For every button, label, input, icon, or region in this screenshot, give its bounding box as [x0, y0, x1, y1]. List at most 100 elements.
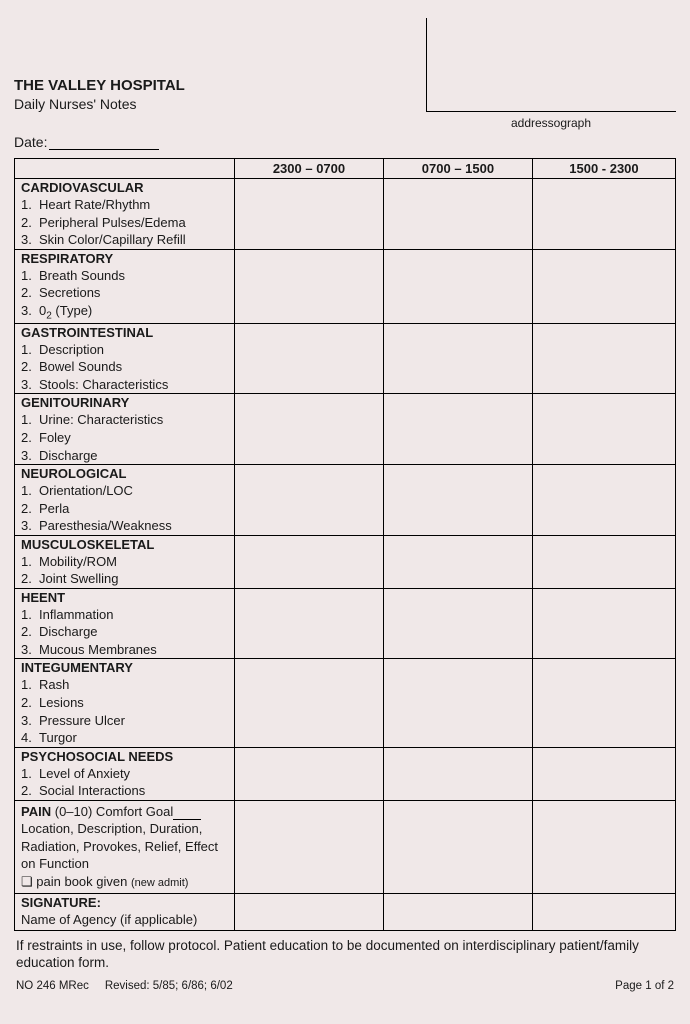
entry-cell[interactable] [383, 535, 532, 588]
shift-col-2: 1500 - 2300 [532, 159, 675, 179]
entry-cell[interactable] [532, 323, 675, 394]
signature-block: SIGNATURE: Name of Agency (if applicable… [15, 894, 234, 930]
entry-cell[interactable] [383, 659, 532, 747]
sig-cell-0[interactable] [235, 893, 384, 930]
pain-body: Location, Description, Duration, Radiati… [21, 820, 228, 873]
section-item: 3.Mucous Membranes [15, 641, 234, 659]
section-item: 3.Discharge [15, 447, 234, 465]
form-code: NO 246 MRec [16, 980, 89, 992]
date-label: Date: [14, 134, 47, 150]
entry-cell[interactable] [532, 588, 675, 659]
revised-text: Revised: 5/85; 6/86; 6/02 [105, 980, 233, 992]
section-item: 2.Secretions [15, 284, 234, 302]
checkbox-icon[interactable]: ❏ [21, 873, 33, 891]
pain-row: PAIN (0–10) Comfort Goal Location, Descr… [15, 800, 676, 893]
entry-cell[interactable] [235, 394, 384, 465]
entry-cell[interactable] [532, 659, 675, 747]
pain-cell-2[interactable] [532, 800, 675, 893]
entry-cell[interactable] [532, 535, 675, 588]
section-item: 1.Rash [15, 676, 234, 694]
section-item: 2.Discharge [15, 623, 234, 641]
section-row: MUSCULOSKELETAL1.Mobility/ROM2.Joint Swe… [15, 535, 676, 588]
section-item: 1.Level of Anxiety [15, 765, 234, 783]
pain-checkbox-label: pain book given [36, 874, 127, 889]
entry-cell[interactable] [235, 659, 384, 747]
sig-cell-2[interactable] [532, 893, 675, 930]
section-label-cell: NEUROLOGICAL1.Orientation/LOC2.Perla3.Pa… [15, 465, 235, 536]
agency-line: Name of Agency (if applicable) [21, 912, 228, 929]
section-label-cell: PSYCHOSOCIAL NEEDS1.Level of Anxiety2.So… [15, 747, 235, 800]
entry-cell[interactable] [235, 249, 384, 323]
section-item: 2.Lesions [15, 694, 234, 712]
entry-cell[interactable] [235, 179, 384, 250]
section-title: INTEGUMENTARY [15, 659, 234, 676]
section-item: 1.Description [15, 341, 234, 359]
addressograph-box [426, 18, 676, 112]
section-label-cell: MUSCULOSKELETAL1.Mobility/ROM2.Joint Swe… [15, 535, 235, 588]
entry-cell[interactable] [235, 588, 384, 659]
header-left: THE VALLEY HOSPITAL Daily Nurses' Notes [14, 43, 426, 112]
section-item: 3.Pressure Ulcer [15, 712, 234, 730]
shift-col-1: 0700 – 1500 [383, 159, 532, 179]
entry-cell[interactable] [532, 747, 675, 800]
entry-cell[interactable] [532, 465, 675, 536]
entry-cell[interactable] [383, 179, 532, 250]
section-row: HEENT1.Inflammation2.Discharge3.Mucous M… [15, 588, 676, 659]
section-title: MUSCULOSKELETAL [15, 536, 234, 553]
entry-cell[interactable] [235, 535, 384, 588]
form-subtitle: Daily Nurses' Notes [14, 96, 426, 112]
section-item: 2.Bowel Sounds [15, 358, 234, 376]
addressograph-label: addressograph [426, 116, 676, 130]
header-row: THE VALLEY HOSPITAL Daily Nurses' Notes [14, 18, 676, 112]
section-label-cell: INTEGUMENTARY1.Rash2.Lesions3.Pressure U… [15, 659, 235, 747]
entry-cell[interactable] [383, 323, 532, 394]
entry-cell[interactable] [383, 394, 532, 465]
entry-cell[interactable] [532, 394, 675, 465]
section-label-cell: GENITOURINARY1.Urine: Characteristics2.F… [15, 394, 235, 465]
section-row: CARDIOVASCULAR1.Heart Rate/Rhythm2.Perip… [15, 179, 676, 250]
entry-cell[interactable] [235, 747, 384, 800]
date-row: Date: [14, 134, 676, 150]
pain-cell-0[interactable] [235, 800, 384, 893]
section-title: PSYCHOSOCIAL NEEDS [15, 748, 234, 765]
section-item: 4.Turgor [15, 729, 234, 747]
pain-range: (0–10) Comfort Goal [55, 804, 174, 819]
entry-cell[interactable] [235, 323, 384, 394]
section-item: 1.Urine: Characteristics [15, 411, 234, 429]
entry-cell[interactable] [383, 249, 532, 323]
blank-header [15, 159, 235, 179]
assessment-table: 2300 – 0700 0700 – 1500 1500 - 2300 CARD… [14, 158, 676, 931]
section-item: 1.Orientation/LOC [15, 482, 234, 500]
section-item: 1.Mobility/ROM [15, 553, 234, 571]
addressograph-label-row: addressograph [14, 116, 676, 130]
section-item: 2.Perla [15, 500, 234, 518]
date-input-line[interactable] [49, 136, 159, 150]
section-title: CARDIOVASCULAR [15, 179, 234, 196]
section-item: 2.Joint Swelling [15, 570, 234, 588]
section-item: 2.Foley [15, 429, 234, 447]
entry-cell[interactable] [532, 179, 675, 250]
entry-cell[interactable] [383, 465, 532, 536]
section-label-cell: HEENT1.Inflammation2.Discharge3.Mucous M… [15, 588, 235, 659]
entry-cell[interactable] [532, 249, 675, 323]
entry-cell[interactable] [383, 747, 532, 800]
pain-cell-1[interactable] [383, 800, 532, 893]
section-title: HEENT [15, 589, 234, 606]
header-row-shifts: 2300 – 0700 0700 – 1500 1500 - 2300 [15, 159, 676, 179]
entry-cell[interactable] [383, 588, 532, 659]
section-label-cell: RESPIRATORY1.Breath Sounds2.Secretions3.… [15, 249, 235, 323]
pain-checkbox-note: (new admit) [131, 877, 188, 889]
form-page: THE VALLEY HOSPITAL Daily Nurses' Notes … [0, 0, 690, 1002]
signature-row: SIGNATURE: Name of Agency (if applicable… [15, 893, 676, 930]
sig-cell-1[interactable] [383, 893, 532, 930]
pain-head: PAIN [21, 804, 51, 819]
page-number: Page 1 of 2 [615, 980, 674, 992]
section-title: GENITOURINARY [15, 394, 234, 411]
entry-cell[interactable] [235, 465, 384, 536]
section-label-cell: CARDIOVASCULAR1.Heart Rate/Rhythm2.Perip… [15, 179, 235, 250]
section-item: 1.Heart Rate/Rhythm [15, 196, 234, 214]
section-row: INTEGUMENTARY1.Rash2.Lesions3.Pressure U… [15, 659, 676, 747]
section-row: GENITOURINARY1.Urine: Characteristics2.F… [15, 394, 676, 465]
section-item: 1.Breath Sounds [15, 267, 234, 285]
section-title: NEUROLOGICAL [15, 465, 234, 482]
